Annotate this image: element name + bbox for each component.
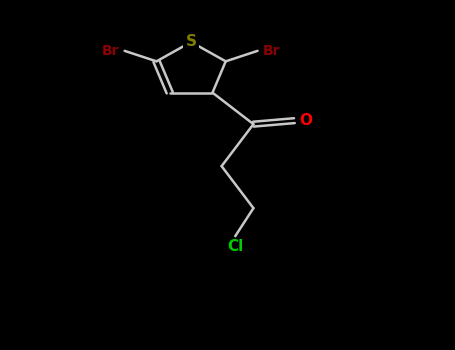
Text: Br: Br	[102, 44, 120, 58]
Text: O: O	[299, 113, 312, 128]
Text: Cl: Cl	[227, 239, 243, 254]
Text: Br: Br	[263, 44, 280, 58]
Text: S: S	[186, 35, 197, 49]
